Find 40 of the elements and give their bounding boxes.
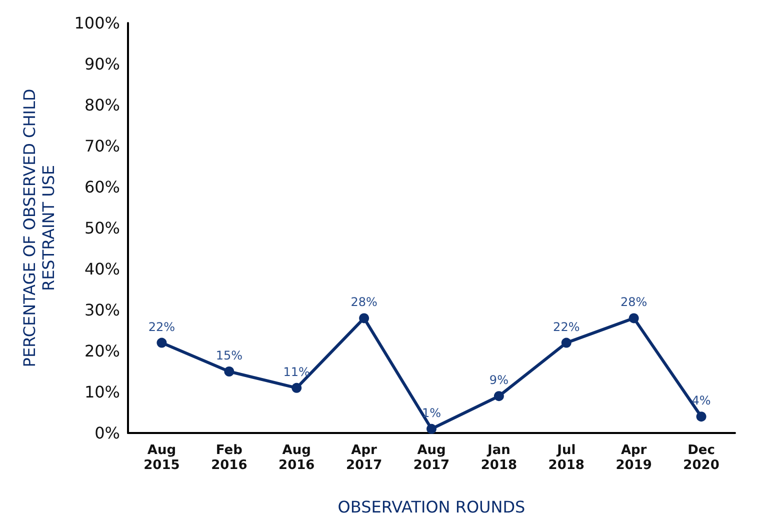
x-axis-title: OBSERVATION ROUNDS (338, 498, 526, 516)
x-tick-label: Aug 2016 (278, 443, 315, 473)
point (156, 338, 167, 348)
data-label: 15% (216, 348, 243, 362)
data-label: 4% (692, 394, 711, 408)
x-tick-label: Aug 2015 (144, 443, 180, 473)
y-tick-label: 40% (84, 260, 120, 278)
y-tick-label: 90% (84, 54, 120, 74)
y-tick-label: 10% (84, 382, 120, 402)
y-tick-label: 80% (84, 96, 120, 114)
data-label: 9% (489, 373, 508, 388)
data-label: 22% (148, 320, 176, 334)
point (696, 412, 706, 422)
y-tick-label: 50% (84, 218, 120, 238)
y-tick-label: 20% (84, 342, 120, 360)
y-tick-label: 0% (94, 424, 120, 442)
x-tick-label: Dec 2020 (683, 443, 720, 473)
data-label: 28% (350, 295, 378, 310)
point (292, 382, 302, 393)
x-tick-label: Apr 2019 (616, 443, 652, 473)
y-tick-label: 100% (74, 14, 120, 32)
x-tick-label: Feb 2016 (211, 443, 248, 473)
point (628, 313, 639, 324)
y-tick-label: 60% (84, 178, 120, 196)
data-label: 1% (422, 406, 442, 420)
data-label: 22% (553, 320, 580, 334)
point (224, 366, 234, 376)
point (426, 424, 436, 434)
x-tick-label: Jan 2018 (480, 443, 518, 473)
y-axis-title: PERCENTAGE OF OBSERVED CHILD RESTRAINT USE (20, 88, 58, 368)
point (561, 338, 572, 348)
x-tick-label: Apr 2017 (346, 443, 382, 473)
y-tick-label: 30% (84, 300, 120, 320)
data-label: 28% (620, 295, 648, 310)
x-tick-label: Jul 2018 (548, 443, 584, 473)
point (359, 313, 370, 324)
point (494, 391, 504, 402)
y-tick-label: 70% (84, 136, 120, 156)
data-label: 11% (283, 364, 310, 379)
x-tick-label: Aug 2017 (413, 443, 450, 473)
